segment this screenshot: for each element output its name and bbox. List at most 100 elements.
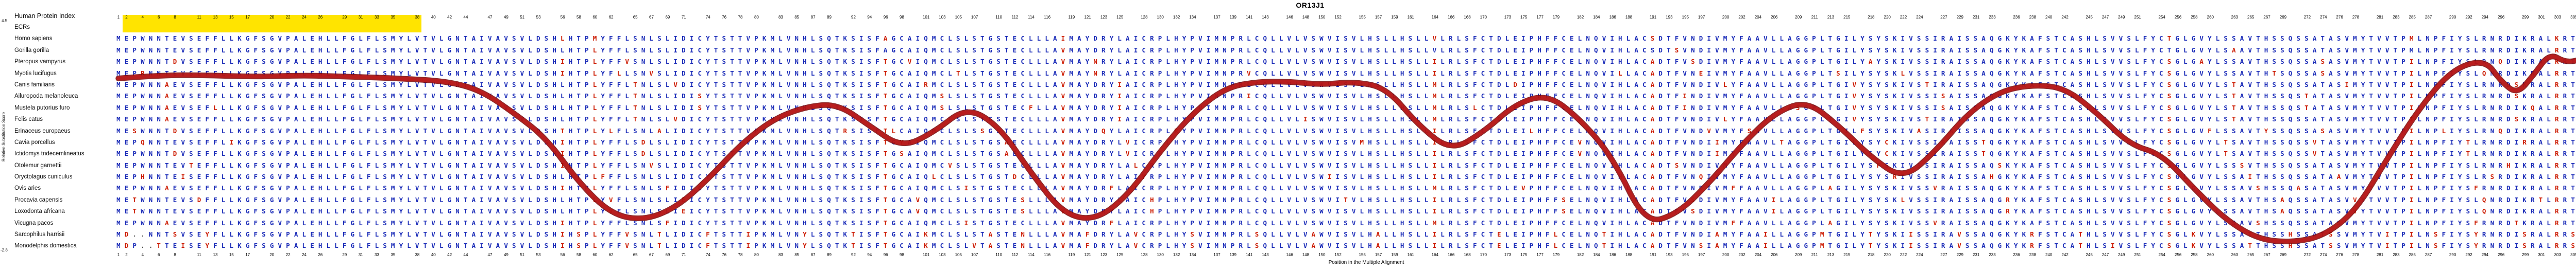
residue: L: [2135, 69, 2139, 77]
residue: L: [326, 80, 331, 88]
residue: L: [1416, 34, 1420, 43]
residue: C: [2062, 138, 2066, 146]
residue: A: [1788, 173, 1792, 181]
residue: K: [238, 173, 242, 181]
residue: L: [2474, 58, 2478, 66]
residue: H: [803, 46, 807, 54]
residue: E: [1012, 207, 1017, 215]
residue: S: [956, 92, 960, 100]
residue: V: [786, 195, 791, 204]
residue: D: [1658, 34, 1663, 43]
residue: L: [1037, 69, 1041, 77]
residue: I: [1133, 150, 1138, 158]
residue: V: [2119, 161, 2123, 169]
residue: E: [124, 115, 129, 123]
residue: G: [2175, 161, 2179, 169]
residue: Y: [2208, 173, 2212, 181]
residue: Y: [2013, 195, 2018, 204]
residue: T: [714, 115, 718, 123]
residue: L: [964, 58, 969, 66]
residue: A: [1126, 69, 1130, 77]
residue: T: [714, 173, 718, 181]
residue: Y: [2458, 195, 2462, 204]
tick-label: 38: [415, 15, 420, 20]
residue: S: [512, 115, 516, 123]
residue: S: [980, 127, 985, 135]
residue: T: [835, 80, 839, 88]
residue: K: [843, 161, 848, 169]
residue: F: [2143, 138, 2147, 146]
residue: L: [229, 69, 233, 77]
residue: V: [181, 161, 185, 169]
residue: V: [1198, 34, 1202, 43]
residue: S: [512, 34, 516, 43]
residue: T: [463, 34, 468, 43]
residue: A: [1981, 103, 1986, 112]
residue: M: [1214, 46, 1218, 54]
residue: T: [1004, 69, 1009, 77]
residue: S: [2127, 161, 2131, 169]
residue: V: [1287, 103, 1292, 112]
residue: S: [1925, 184, 1929, 192]
residue: S: [956, 207, 960, 215]
residue: D: [1093, 138, 1097, 146]
residue: D: [2506, 150, 2511, 158]
residue: V: [1198, 92, 1202, 100]
residue: A: [1077, 173, 1081, 181]
residue: R: [1101, 184, 1106, 192]
residue: S: [2167, 127, 2172, 135]
residue: A: [294, 161, 298, 169]
residue: K: [2522, 173, 2527, 181]
residue: V: [786, 92, 791, 100]
residue: V: [2248, 184, 2252, 192]
residue: S: [972, 184, 976, 192]
residue: L: [1456, 184, 1461, 192]
residue: S: [698, 92, 702, 100]
residue: D: [1093, 80, 1097, 88]
residue: D: [536, 46, 540, 54]
residue: L: [1392, 207, 1396, 215]
residue: V: [907, 58, 912, 66]
residue: V: [2119, 127, 2123, 135]
residue: A: [907, 127, 912, 135]
residue: I: [2514, 34, 2519, 43]
tick-label: 209: [1795, 15, 1802, 20]
residue: S: [189, 127, 193, 135]
residue: F: [1553, 173, 1558, 181]
residue: H: [1537, 184, 1541, 192]
residue: Q: [827, 150, 831, 158]
residue: D: [682, 173, 686, 181]
residue: T: [2054, 115, 2058, 123]
residue: S: [2304, 58, 2309, 66]
residue: N: [1691, 138, 1695, 146]
residue: L: [2547, 127, 2551, 135]
residue: V: [1683, 127, 1687, 135]
residue: Y: [601, 138, 605, 146]
residue: A: [1949, 92, 1954, 100]
residue: I: [2514, 150, 2519, 158]
ecr-region[interactable]: [122, 15, 421, 32]
residue: G: [350, 173, 355, 181]
residue: L: [1424, 207, 1429, 215]
residue: P: [1529, 195, 1534, 204]
residue: Q: [1263, 184, 1267, 192]
residue: Y: [1860, 195, 1865, 204]
residue: V: [1061, 92, 1065, 100]
residue: Y: [1860, 173, 1865, 181]
residue: H: [1174, 80, 1178, 88]
residue: T: [577, 92, 581, 100]
residue: T: [1489, 150, 1493, 158]
residue: P: [1230, 34, 1235, 43]
residue: E: [173, 115, 177, 123]
residue: I: [1901, 127, 1905, 135]
residue: Q: [924, 207, 928, 215]
residue: V: [278, 138, 282, 146]
residue: G: [269, 138, 274, 146]
residue: H: [318, 195, 323, 204]
residue: G: [350, 115, 355, 123]
residue: L: [1279, 46, 1283, 54]
residue: L: [1626, 195, 1631, 204]
residue: L: [528, 58, 532, 66]
residue: A: [1634, 115, 1638, 123]
